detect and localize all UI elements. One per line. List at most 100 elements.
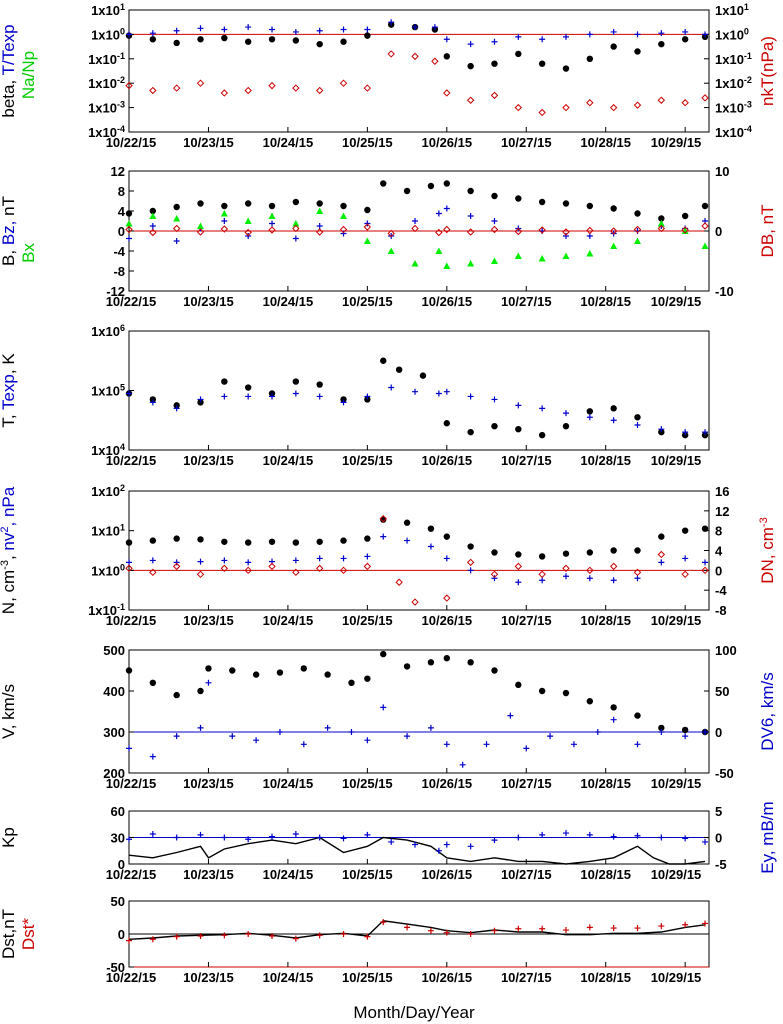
y-tick-label-right-density: 8 <box>715 524 722 539</box>
series-dn-point <box>220 564 229 573</box>
series-nkt-npa--point <box>681 99 689 107</box>
series-beta-point <box>244 38 252 45</box>
series-db-point <box>172 224 181 233</box>
y-axis-label-right-dst-part: Dst* <box>19 918 38 951</box>
series-t-texp-point <box>431 24 438 31</box>
series-b-point <box>364 206 371 214</box>
series-texp-point <box>340 399 347 406</box>
series-bx-point <box>514 252 522 259</box>
series-texp-point <box>702 429 709 436</box>
y-tick-label-left-velocity: 400 <box>103 684 125 699</box>
series-t-texp-point <box>467 41 474 48</box>
series-b-point <box>515 195 522 202</box>
y-axis-label-right-kp-part: Ey, mB/m <box>758 801 777 873</box>
y-tick-label-left-density-exponent: 0 <box>120 562 125 572</box>
series-beta-point <box>467 62 474 70</box>
series-b-point <box>538 198 546 206</box>
y-tick-label-left-beta-base: 1x10 <box>91 3 120 18</box>
series-nkt-npa--point <box>149 86 157 95</box>
series-t-texp-point <box>682 28 689 35</box>
series-nv2-point <box>173 559 180 566</box>
series-n-point <box>197 536 204 543</box>
series-n-point <box>403 519 411 526</box>
series-dv6-point <box>348 729 355 735</box>
series-b-point <box>681 212 689 220</box>
y-tick-label-left-beta-base: 1x10 <box>88 101 117 116</box>
y-tick-label-right-kp-base: 5 <box>715 804 722 819</box>
y-axis-label-right-kp: Ey, mB/m <box>758 801 777 873</box>
y-axis-label-left-density-part: N, cm <box>0 570 18 614</box>
y-tick-label-left-beta: 1x10-4 <box>88 124 125 140</box>
series-t-point <box>221 378 228 385</box>
y-tick-label-left-density: 1x102 <box>91 483 125 499</box>
y-tick-label-right-beta-base: 1x10 <box>715 27 744 42</box>
series-nv2-point <box>610 577 617 584</box>
series-ey-point <box>562 830 569 837</box>
series-nkt-npa--point <box>172 84 181 92</box>
series-nkt-npa--point <box>633 101 642 109</box>
y-tick-label-left-beta-base: 1x10 <box>88 125 117 140</box>
x-tick-label-kp: 10/23/15 <box>183 867 234 882</box>
y-axis-label-right-velocity: DV6, km/s <box>758 672 777 750</box>
y-axis-label-left-field-part: Bz, <box>0 216 18 245</box>
series-dst--point <box>173 933 180 940</box>
y-tick-label-left-temp-exponent: 4 <box>120 442 125 452</box>
series-nkt-npa--point <box>268 81 276 90</box>
y-axis-label-left-temp: T, Texp, K <box>0 353 18 428</box>
series-t-texp-point <box>364 26 371 33</box>
series-b-point <box>443 180 451 187</box>
y-tick-label-left-density-exponent: 2 <box>120 483 125 493</box>
series-nv2-point <box>221 557 228 564</box>
series-db-point <box>633 225 642 234</box>
series-dst--point <box>562 927 569 934</box>
series-dn-point <box>562 564 570 573</box>
series-bx-point <box>363 237 371 244</box>
series-bx-point <box>562 252 570 259</box>
series-beta-point <box>221 34 228 42</box>
series-dv6-point <box>126 745 132 752</box>
series-dv6-point <box>173 733 180 740</box>
series-t-texp-point <box>388 19 395 26</box>
series-dst--point <box>404 924 411 931</box>
y-tick-label-right-beta-exponent: -3 <box>744 100 752 110</box>
series-nkt-npa--point <box>292 84 300 92</box>
y-tick-label-left-field-base: 4 <box>118 204 126 219</box>
y-tick-label-left-field: 0 <box>118 224 125 239</box>
series-dn-point <box>125 564 133 573</box>
series-t-texp-point <box>269 26 276 33</box>
series-b-point <box>562 200 570 207</box>
x-tick-label-velocity: 10/28/15 <box>580 776 631 791</box>
series-db-point <box>292 224 300 233</box>
series-dv6-point <box>507 712 514 719</box>
series-db-point <box>466 228 475 236</box>
series-t-point <box>610 405 617 412</box>
series-texp-point <box>515 402 522 409</box>
series-db-point <box>490 225 499 234</box>
series-texp-point <box>412 388 419 395</box>
y-axis-label-left-secondary-field: Bx <box>19 243 38 263</box>
series-ey-point <box>610 833 617 840</box>
y-tick-label-left-field: -12 <box>106 284 125 299</box>
x-tick-label-field: 10/25/15 <box>342 294 393 309</box>
y-tick-label-right-beta-exponent: 0 <box>744 26 749 36</box>
series-dst--point <box>380 919 387 926</box>
series-b-point <box>173 203 180 211</box>
series-b-point <box>197 200 204 207</box>
x-tick-label-kp: 10/22/15 <box>106 867 157 882</box>
series-bx-point <box>268 212 276 219</box>
series-n-point <box>316 538 323 545</box>
y-tick-label-right-density-base: 0 <box>715 563 722 578</box>
series-ey-point <box>412 841 419 848</box>
x-tick-label-kp: 10/26/15 <box>422 867 473 882</box>
series-nkt-npa--point <box>363 84 372 92</box>
series-t-texp-point <box>702 31 709 38</box>
series-texp-point <box>245 393 252 400</box>
series-v-point <box>276 669 284 676</box>
series-ey-point <box>364 831 371 838</box>
series-dv6-point <box>197 724 204 731</box>
y-tick-label-right-density: -4 <box>715 583 727 598</box>
series-dn-point <box>196 570 205 579</box>
series-ey-point <box>245 836 252 843</box>
series-dn-point <box>701 566 709 575</box>
series-v-point <box>427 659 435 666</box>
